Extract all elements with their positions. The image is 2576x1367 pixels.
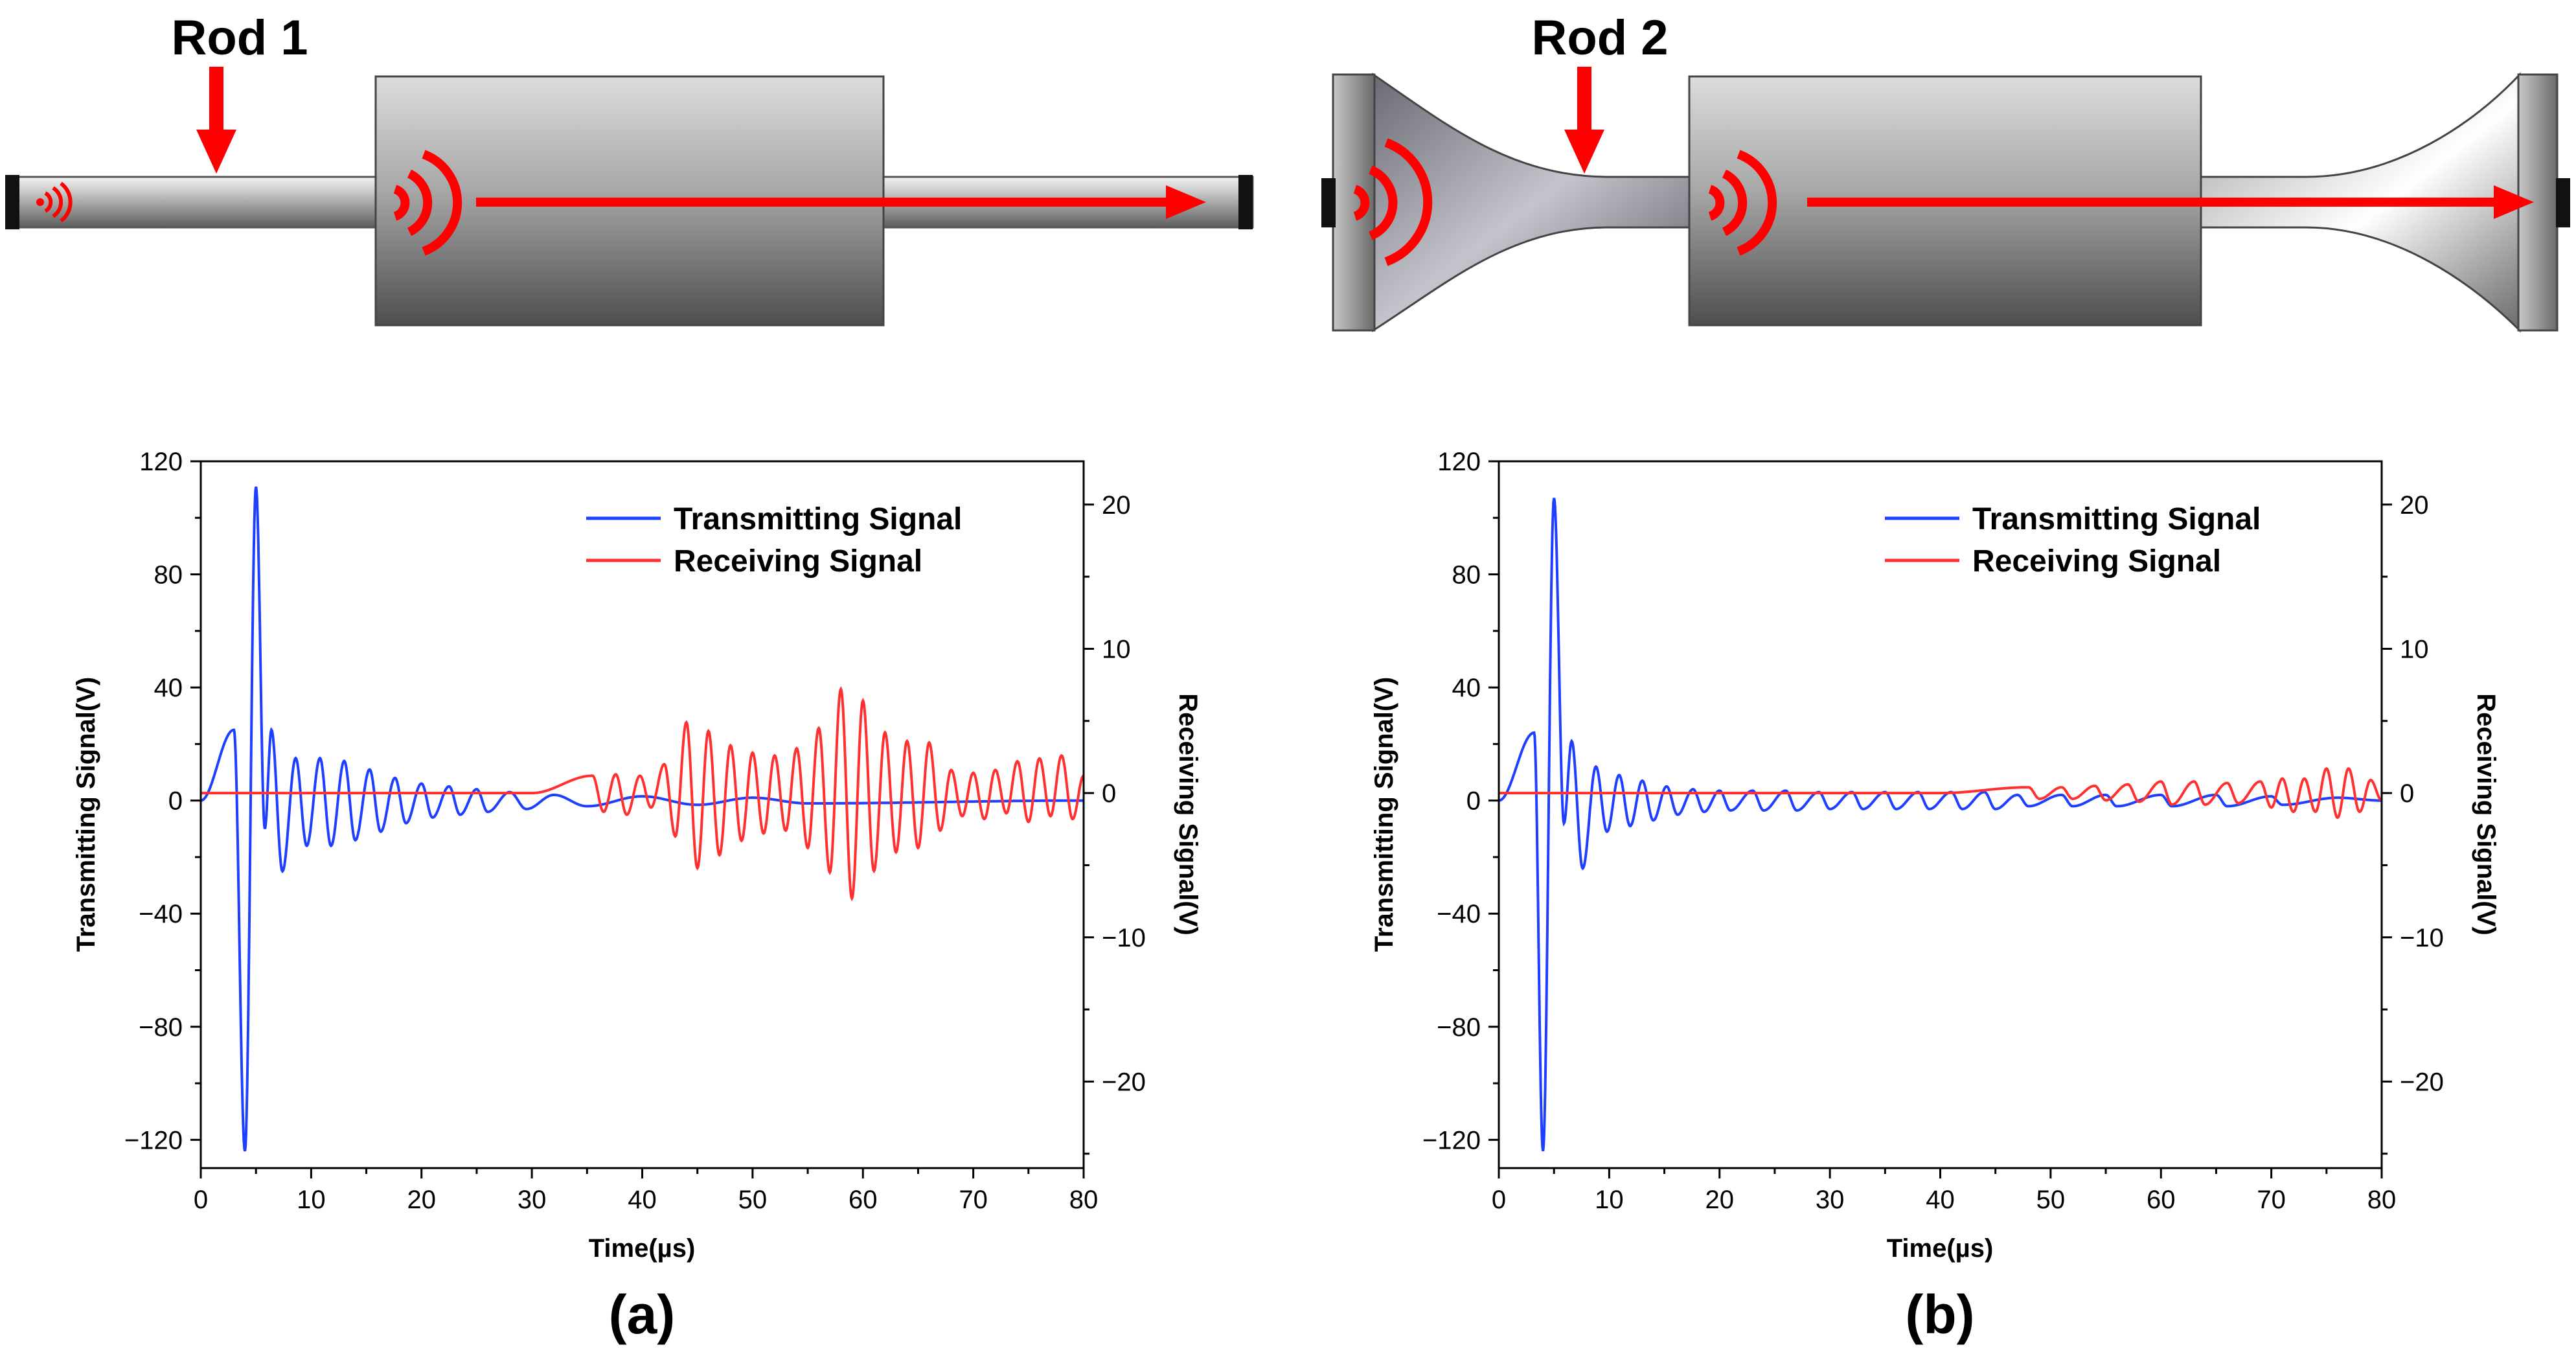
chart-b-y-left-label: Transmitting Signal(V) xyxy=(1370,677,1398,952)
chart-b-y-left-tick-label: −120 xyxy=(1422,1126,1481,1154)
chart-a-y-left-tick-label: 0 xyxy=(168,787,183,816)
chart-a-line-transmitting xyxy=(201,486,1084,1152)
chart-b-y-left-tick-label: 120 xyxy=(1437,448,1481,476)
chart-b-y-right-tick-label: 10 xyxy=(2400,635,2429,663)
chart-b-x-tick-label: 20 xyxy=(1705,1186,1735,1214)
chart-a-y-left-tick-label: −40 xyxy=(139,900,183,928)
chart-a-x-tick-label: 0 xyxy=(194,1186,208,1214)
panel-b-label: (b) xyxy=(1905,1284,1974,1345)
chart-b-x-tick-label: 10 xyxy=(1595,1186,1624,1214)
chart-a-x-tick-label: 70 xyxy=(959,1186,988,1214)
chart-a-y-right-tick-label: −10 xyxy=(1102,924,1146,952)
chart-a-legend-receiving: Receiving Signal xyxy=(674,544,922,579)
chart-b-y-left-tick-label: −80 xyxy=(1437,1013,1481,1042)
rod1-wave-icon xyxy=(393,150,462,256)
chart-a-x-tick-label: 30 xyxy=(518,1186,547,1214)
chart-b-x-tick-label: 60 xyxy=(2147,1186,2176,1214)
chart-b-y-left-tick-label: 80 xyxy=(1452,561,1481,590)
rod2-large-wave-icon xyxy=(1353,138,1433,266)
chart-a-y-left-ticks: 120 80 40 0 −40 −80 −120 xyxy=(124,448,201,1154)
chart-a-x-tick-label: 10 xyxy=(297,1186,326,1214)
chart-a-y-left-tick-label: 80 xyxy=(154,561,183,590)
panel-a-label: (a) xyxy=(609,1284,676,1345)
chart-a-y-right-tick-label: 20 xyxy=(1102,491,1131,520)
chart-b-line-receiving xyxy=(1499,767,2382,820)
chart-b-y-right-tick-label: 20 xyxy=(2400,491,2429,520)
rod2-left-horn xyxy=(1372,73,1698,332)
rod1-pointer-arrowhead xyxy=(196,130,236,174)
chart-b-x-tick-label: 0 xyxy=(1492,1186,1506,1214)
rod1-left-cap xyxy=(5,175,19,229)
chart-b-x-tick-label: 40 xyxy=(1926,1186,1955,1214)
rod1-small-wave-icon xyxy=(36,181,73,223)
chart-a-y-left-tick-label: −80 xyxy=(139,1013,183,1042)
chart-b-x-tick-label: 30 xyxy=(1816,1186,1845,1214)
chart-b-x-tick-label: 50 xyxy=(2036,1186,2066,1214)
chart-b-x-tick-label: 80 xyxy=(2367,1186,2397,1214)
chart-a-y-right-tick-label: 0 xyxy=(1102,779,1116,808)
chart-a-y-left-tick-label: −120 xyxy=(124,1126,183,1154)
chart-a-x-tick-label: 60 xyxy=(849,1186,878,1214)
chart-panel-a: 0 10 20 30 40 50 60 70 80 120 80 40 0 −40 −80 −120 20 1… xyxy=(72,448,1202,1345)
chart-a-y-right-ticks: 20 10 0 −10 −20 xyxy=(1084,491,1146,1155)
chart-b-line-transmitting xyxy=(1499,498,2382,1152)
rod2-label: Rod 2 xyxy=(1531,10,1668,65)
chart-b-y-left-tick-label: 0 xyxy=(1466,787,1481,816)
chart-a-frame xyxy=(199,460,1085,1169)
chart-b-y-right-tick-label: −20 xyxy=(2400,1068,2444,1096)
chart-a-x-ticks: 0 10 20 30 40 50 60 70 80 xyxy=(194,1168,1098,1214)
chart-a-x-tick-label: 80 xyxy=(1069,1186,1099,1214)
chart-panel-b: 0 10 20 30 40 50 60 70 80 120 80 40 0 −40 −80 −120 20 1… xyxy=(1370,448,2500,1345)
rod1-right-cap xyxy=(1238,175,1253,229)
chart-b-y-left-tick-label: 40 xyxy=(1452,674,1481,702)
chart-b-plot-area xyxy=(1499,498,2382,1152)
chart-b-x-ticks: 0 10 20 30 40 50 60 70 80 xyxy=(1492,1168,2396,1214)
rod2-wave-icon xyxy=(1708,150,1777,256)
chart-b-y-right-tick-label: 0 xyxy=(2400,779,2414,808)
chart-b-legend: Transmitting Signal Receiving Signal xyxy=(1885,502,2261,579)
chart-a-y-right-tick-label: −20 xyxy=(1102,1068,1146,1096)
rod1-label: Rod 1 xyxy=(171,10,308,65)
chart-b-y-left-ticks: 120 80 40 0 −40 −80 −120 xyxy=(1422,448,1499,1154)
chart-b-legend-receiving: Receiving Signal xyxy=(1972,544,2221,579)
chart-b-y-right-tick-label: −10 xyxy=(2400,924,2444,952)
chart-b-frame xyxy=(1498,460,2383,1169)
chart-a-y-left-tick-label: 120 xyxy=(139,448,183,476)
rod2-pointer-arrowhead xyxy=(1564,130,1604,174)
chart-a-y-left-label: Transmitting Signal(V) xyxy=(72,677,100,952)
rod2-left-cap xyxy=(1321,178,1336,227)
chart-b-y-right-ticks: 20 10 0 −10 −20 xyxy=(2382,491,2444,1155)
chart-a-x-tick-label: 40 xyxy=(628,1186,657,1214)
rod1-propagation-arrowhead xyxy=(1166,185,1206,219)
chart-a-x-label: Time(µs) xyxy=(589,1234,696,1263)
rod2-right-cap xyxy=(2556,178,2570,227)
chart-a-line-receiving xyxy=(201,686,1084,902)
chart-a-y-right-tick-label: 10 xyxy=(1102,635,1131,663)
chart-a-y-right-label: Receiving Signal(V) xyxy=(1174,693,1202,935)
rod2-diagram: Rod 2 xyxy=(1321,10,2570,333)
rod1-diagram: Rod 1 xyxy=(5,10,1254,327)
chart-a-x-tick-label: 20 xyxy=(407,1186,437,1214)
chart-a-legend-transmitting: Transmitting Signal xyxy=(674,502,962,536)
chart-a-x-tick-label: 50 xyxy=(738,1186,768,1214)
chart-b-y-right-label: Receiving Signal(V) xyxy=(2472,693,2500,935)
chart-a-plot-area xyxy=(201,486,1084,1152)
chart-b-x-label: Time(µs) xyxy=(1887,1234,1994,1263)
chart-a-y-left-tick-label: 40 xyxy=(154,674,183,702)
rod2-propagation-arrowhead xyxy=(2494,185,2534,219)
chart-b-legend-transmitting: Transmitting Signal xyxy=(1972,502,2261,536)
chart-b-x-tick-label: 70 xyxy=(2257,1186,2286,1214)
chart-b-y-left-tick-label: −40 xyxy=(1437,900,1481,928)
chart-a-legend: Transmitting Signal Receiving Signal xyxy=(586,502,962,579)
